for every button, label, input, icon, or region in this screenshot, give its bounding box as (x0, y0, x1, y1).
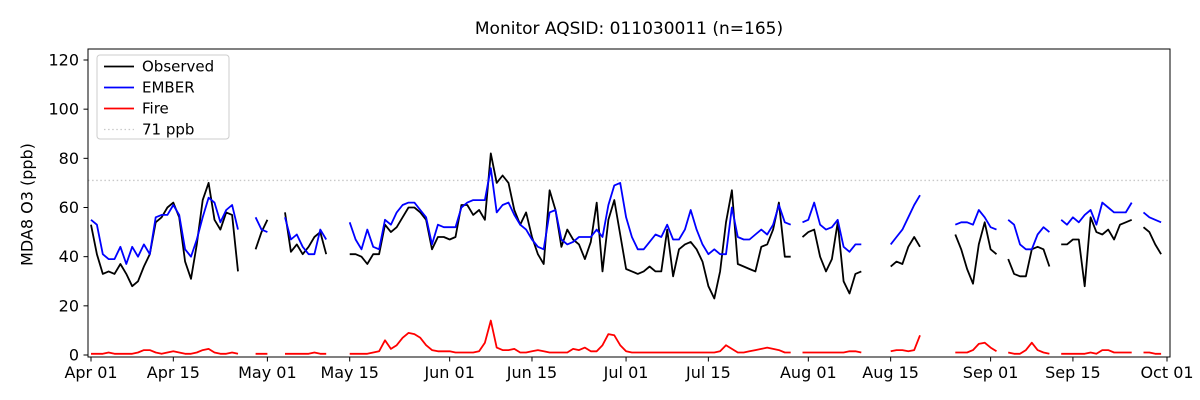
x-tick-label: May 01 (238, 363, 297, 382)
legend-label-ember: EMBER (142, 79, 195, 97)
y-axis-label: MDA8 O3 (ppb) (17, 143, 37, 266)
series-line-fire (91, 319, 1162, 355)
x-tick-label: Apr 01 (64, 363, 117, 382)
y-tick-label: 100 (48, 100, 79, 119)
chart-title: Monitor AQSID: 011030011 (n=165) (474, 19, 784, 39)
x-tick-label: Oct 01 (1140, 363, 1193, 382)
legend-box (96, 54, 230, 140)
x-tick-label: Apr 15 (147, 363, 200, 382)
legend-label-71-ppb: 71 ppb (142, 121, 194, 139)
y-tick-label: 40 (59, 247, 79, 266)
x-tick-label: May 15 (320, 363, 379, 382)
legend-label-fire: Fire (142, 100, 169, 118)
y-tick-label: 0 (69, 346, 79, 365)
y-tick-label: 120 (48, 51, 79, 70)
x-tick-label: Sep 15 (1045, 363, 1101, 382)
y-tick-label: 60 (59, 198, 79, 217)
x-tick-label: Jun 15 (506, 363, 557, 382)
x-tick-label: Jul 15 (685, 363, 731, 382)
y-tick-label: 20 (59, 296, 79, 315)
x-tick-label: Sep 01 (963, 363, 1019, 382)
x-tick-label: Aug 01 (780, 363, 837, 382)
x-tick-label: Jun 01 (423, 363, 474, 382)
legend-label-observed: Observed (142, 58, 214, 76)
series-line-ember (90, 167, 1162, 265)
x-tick-label: Aug 15 (862, 363, 919, 382)
x-tick-label: Jul 01 (603, 363, 649, 382)
series-line-observed (90, 152, 1162, 300)
plot-frame (87, 48, 1171, 358)
y-tick-label: 80 (59, 149, 79, 168)
